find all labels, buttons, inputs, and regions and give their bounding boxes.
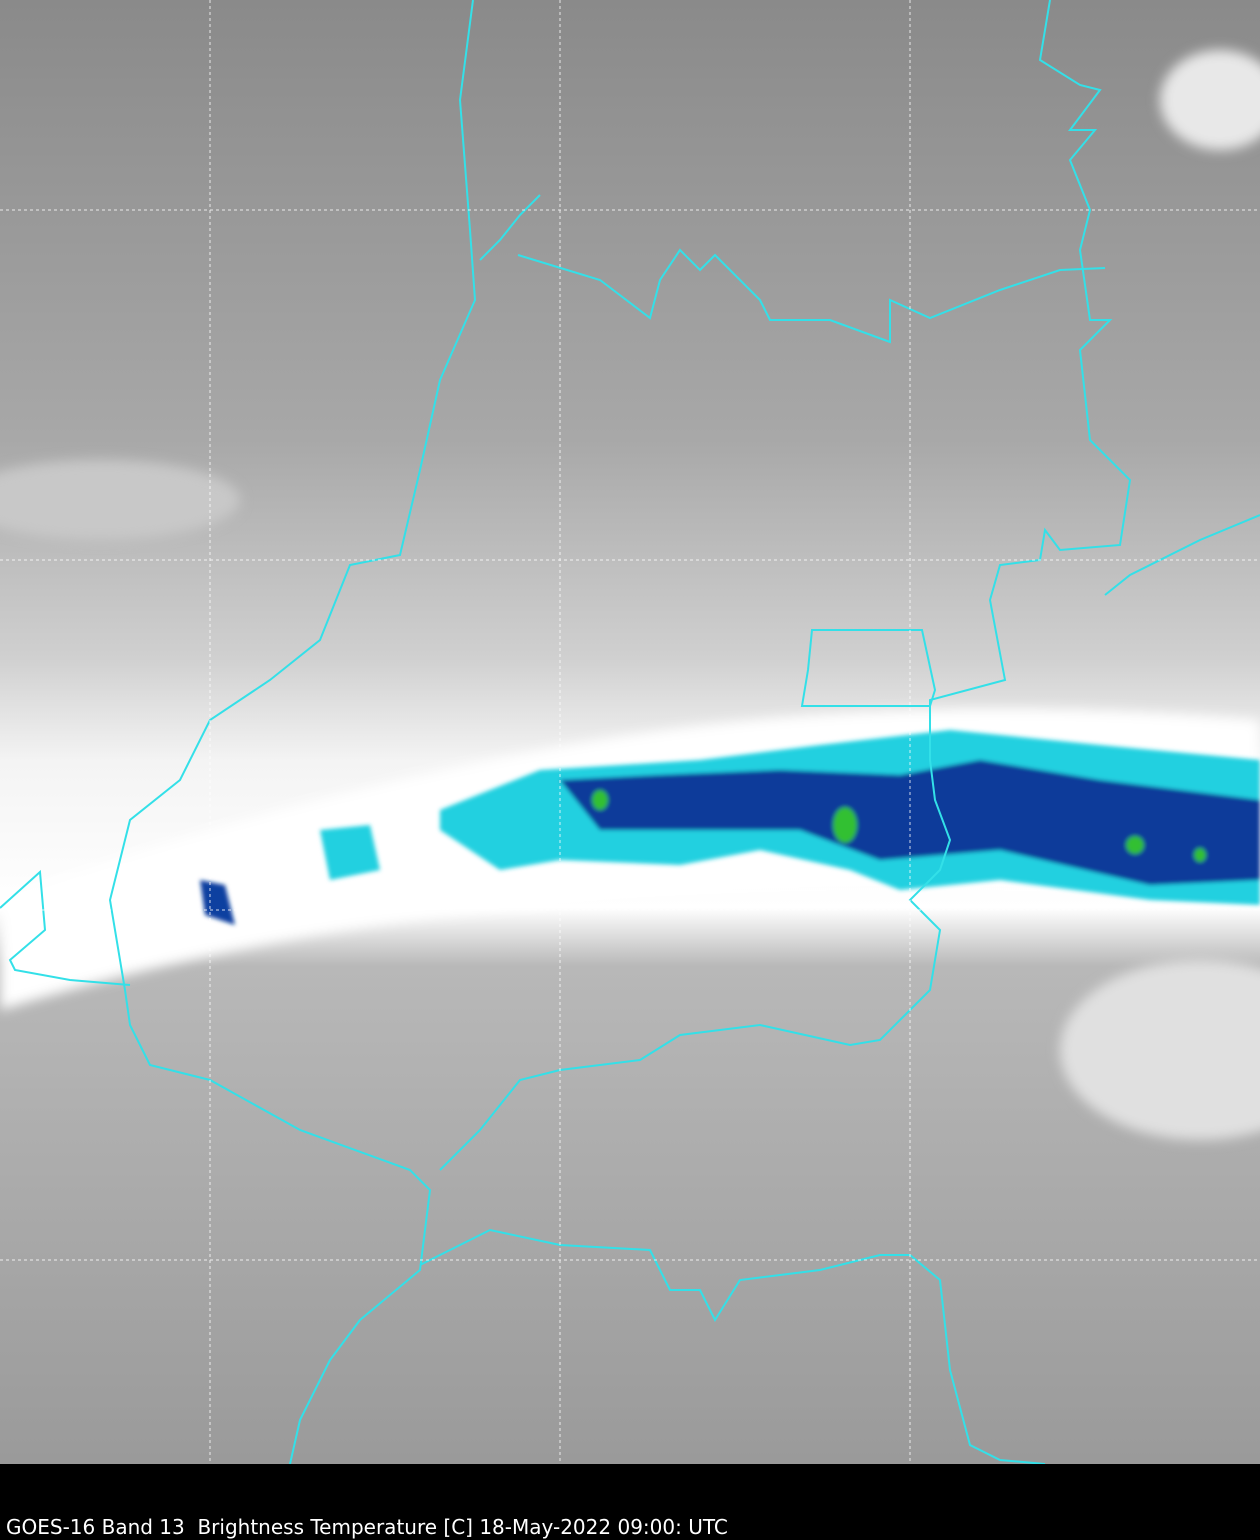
borders <box>0 0 1260 1464</box>
satellite-image <box>0 0 1260 1464</box>
storm-band <box>200 730 1260 925</box>
caption: GOES-16 Band 13 Brightness Temperature [… <box>6 1515 728 1539</box>
graticule <box>0 0 1260 1464</box>
